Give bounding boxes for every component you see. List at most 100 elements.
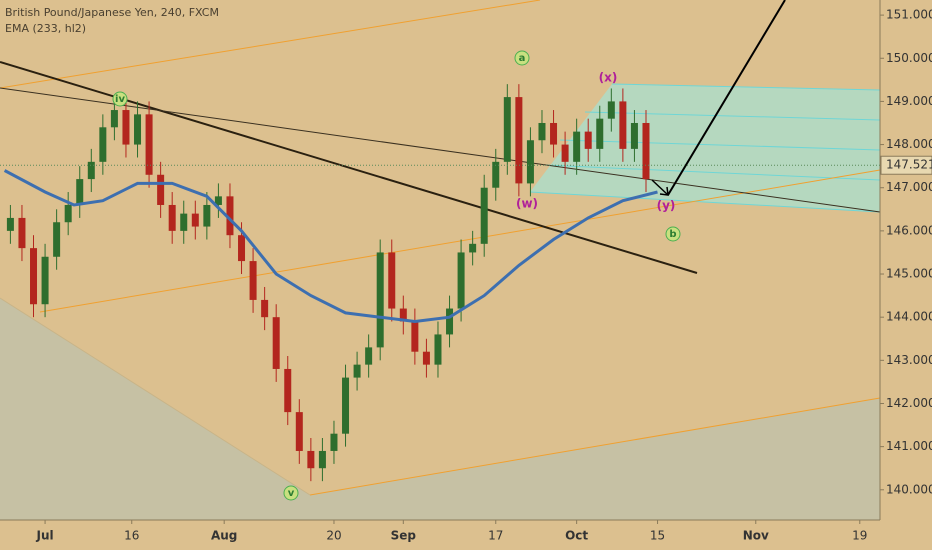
candle-body [168,204,176,231]
x-tick-label: 20 [326,529,341,543]
projection-line [667,0,786,196]
y-tick-label: 147.000 [886,180,932,194]
y-tick-label: 149.000 [886,94,932,108]
candle-body [318,450,326,469]
wave-label: v [288,488,295,499]
candle-body [538,122,546,141]
candle-body [550,122,558,145]
candle-body [492,161,500,188]
x-tick-label: 15 [650,529,665,543]
candle-body [6,217,14,231]
last-price-box [880,155,932,175]
candle-body [503,97,511,162]
candle-body [272,317,280,369]
y-tick-label: 141.000 [886,439,932,453]
ema-line [3,169,658,324]
candle-body [365,347,373,365]
wave-label: (y) [657,199,676,213]
wave-label: a [519,53,526,64]
x-tick-label: 16 [124,529,139,543]
header-title: British Pound/Japanese Yen, 240, FXCM [5,6,219,19]
candle-body [342,377,350,434]
candle-body [226,196,234,236]
wave-label: (x) [599,71,618,85]
candle-body [53,222,61,257]
wave-circle [283,485,299,501]
candle-body [295,412,303,451]
x-tick-label: Sep [391,529,417,543]
arrow [651,179,669,196]
candle-body [261,299,269,318]
candle-body [607,101,615,119]
candle-body [110,110,118,128]
candle-body [422,351,430,365]
candle-body [399,308,407,322]
candle-body [203,204,211,227]
x-tick-label: 19 [852,529,867,543]
y-tick-label: 148.000 [886,137,932,151]
candle-body [180,213,188,231]
y-tick-label: 144.000 [886,310,932,324]
candle-body [376,252,384,348]
x-tick-label: Aug [211,529,237,543]
wave-circle [514,50,530,66]
trend-line-thin [0,87,881,213]
plot [3,84,658,482]
candle-body [469,243,477,253]
candle-body [388,252,396,309]
channel [530,84,880,212]
candle-body [619,101,627,149]
pitchfork-lines [0,0,881,496]
candle-body [515,97,523,184]
candle-body [307,450,315,469]
candle-body [99,127,107,162]
candle-body [214,196,222,205]
wave-circle [665,226,681,242]
candle-body [41,256,49,305]
candle-body [87,161,95,180]
candle-body [434,334,442,365]
candle-body [584,131,592,149]
wave-label: b [669,229,676,240]
candle-body [122,110,130,145]
x-tick-label: Nov [743,529,769,543]
candle-body [480,187,488,244]
candle-body [64,204,72,223]
y-tick-label: 143.000 [886,353,932,367]
candle-body [249,261,257,300]
y-tick-label: 146.000 [886,223,932,237]
candle-body [642,122,650,180]
x-tick-label: Oct [565,529,588,543]
candle-body [76,179,84,205]
y-tick-label: 150.000 [886,51,932,65]
candle-body [630,122,638,149]
candle-body [145,114,153,175]
x-tick-label: 17 [488,529,503,543]
candle-body [330,433,338,451]
wave-circle [112,91,128,107]
candle-body [596,118,604,149]
candle-body [191,213,199,227]
candle-body [30,248,38,305]
x-tick-label: Jul [36,529,54,543]
candle-body [446,308,454,335]
last-price-label: 147.521 [886,158,932,172]
candle-body [238,235,246,262]
candle-body [411,321,419,352]
candle-body [457,252,465,309]
candle-body [18,217,26,249]
candle-body [526,140,534,184]
wave-label: iv [115,94,125,105]
candle-body [284,368,292,413]
candle-body [561,144,569,162]
y-tick-label: 140.000 [886,482,932,496]
candle-body [157,174,165,205]
y-tick-label: 151.000 [886,8,932,22]
candle-body [353,364,361,378]
header-indicator: EMA (233, hl2) [5,22,86,35]
candle-body [134,114,142,145]
wave-label: (w) [516,197,538,211]
y-tick-label: 142.000 [886,396,932,410]
